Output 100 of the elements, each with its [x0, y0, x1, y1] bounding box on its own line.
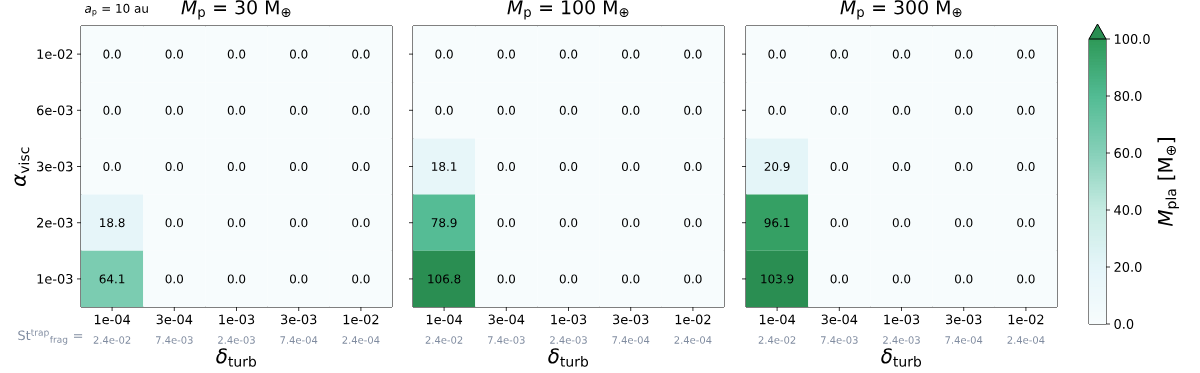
data-label: 0.0 — [103, 161, 121, 172]
chart-title: M$_{p}$ = 300 M$_{⊕}$ — [840, 0, 962, 20]
data-label: 0.0 — [621, 274, 640, 284]
data-label: 0.0 — [954, 161, 973, 172]
data-label: 0.0 — [497, 218, 516, 228]
data-label: 0.0 — [621, 161, 640, 172]
data-label: 0.0 — [559, 218, 578, 228]
data-label: 0.0 — [352, 105, 370, 115]
data-label: 78.9 — [431, 218, 457, 228]
x-tick-label: 3e-04 — [156, 314, 193, 325]
data-label: 0.0 — [684, 274, 702, 284]
data-label: 0.0 — [165, 105, 184, 115]
data-label: 0.0 — [289, 161, 308, 172]
data-label: 18.8 — [100, 218, 125, 228]
x-axis-title: δ$_{turb}$ — [548, 348, 589, 367]
data-label: 0.0 — [352, 49, 370, 59]
y-tick-label: 3e-03 — [37, 161, 73, 172]
color-bar-label: 100.0 — [1114, 34, 1150, 44]
data-label: 0.0 — [497, 105, 516, 115]
data-label: 0.0 — [684, 218, 702, 228]
text: 2.4e-03 — [218, 336, 255, 344]
data-label: 0.0 — [892, 218, 911, 228]
text: 7.4e-04 — [612, 336, 650, 344]
data-label: 0.0 — [684, 49, 702, 59]
data-label: 64.1 — [99, 274, 125, 284]
text: 2.4e-02 — [758, 336, 796, 344]
text: 2.4e-04 — [674, 336, 712, 344]
data-label: 0.0 — [830, 218, 849, 228]
data-label: 18.1 — [432, 161, 457, 172]
data-label: 0.0 — [621, 218, 640, 228]
text: 2.4e-04 — [342, 336, 380, 344]
x-tick-label: 3e-04 — [488, 314, 525, 325]
text: 2.4e-04 — [1007, 336, 1045, 344]
data-label: 0.0 — [227, 105, 246, 115]
x-tick-label: 1e-03 — [219, 314, 255, 325]
text: 7.4e-04 — [280, 336, 318, 344]
data-label: 0.0 — [227, 49, 246, 59]
x-tick-label: 3e-03 — [613, 314, 649, 325]
data-label: 0.0 — [559, 274, 578, 284]
data-label: 0.0 — [768, 105, 786, 115]
text: 2.4e-02 — [93, 336, 131, 344]
data-label: 0.0 — [497, 274, 516, 284]
x-tick-label: 1e-04 — [426, 314, 463, 325]
text: 2.4e-03 — [550, 336, 587, 344]
data-label: 0.0 — [352, 161, 370, 172]
text: 7.4e-04 — [945, 336, 983, 344]
y-tick-label: 1e-02 — [37, 49, 73, 60]
text: 2.4e-02 — [425, 336, 463, 344]
data-label: 0.0 — [830, 105, 849, 115]
x-tick-label: 3e-03 — [946, 314, 982, 325]
chart-title: M$_{p}$ = 30 M$_{⊕}$ — [181, 0, 291, 20]
data-label: 0.0 — [497, 161, 516, 172]
data-label: 0.0 — [892, 105, 911, 115]
data-label: 0.0 — [684, 161, 702, 172]
data-label: 0.0 — [830, 49, 849, 59]
text: St$^{trap}$$_{frag}$ = — [18, 329, 83, 345]
color-bar-label: 60.0 — [1114, 148, 1142, 158]
data-label: 0.0 — [559, 161, 578, 172]
x-tick-label: 1e-03 — [884, 314, 920, 325]
text: a$_{p}$ = 10 au — [85, 3, 148, 17]
data-label: 106.8 — [428, 274, 461, 284]
data-label: 0.0 — [684, 105, 702, 115]
data-label: 0.0 — [103, 105, 121, 115]
data-label: 0.0 — [954, 105, 973, 115]
data-label: 0.0 — [892, 161, 911, 172]
color-bar-label: 20.0 — [1114, 262, 1142, 272]
chart-title: M$_{p}$ = 100 M$_{⊕}$ — [507, 0, 629, 20]
data-label: 0.0 — [954, 218, 973, 228]
y-tick-label: 1e-03 — [37, 274, 73, 284]
text: 2.4e-03 — [883, 336, 920, 344]
data-label: 0.0 — [165, 161, 184, 172]
data-label: 0.0 — [830, 161, 849, 172]
x-tick-label: 1e-02 — [675, 314, 711, 325]
text: 7.4e-03 — [155, 336, 193, 344]
data-label: 0.0 — [289, 274, 308, 284]
data-label: 0.0 — [1017, 105, 1035, 115]
color-bar-label: 80.0 — [1114, 91, 1142, 101]
data-label: 0.0 — [227, 274, 246, 284]
data-label: 0.0 — [830, 274, 849, 284]
data-label: 0.0 — [435, 49, 453, 59]
data-label: 0.0 — [227, 218, 246, 228]
data-label: 96.1 — [764, 218, 790, 228]
x-tick-label: 3e-03 — [281, 314, 317, 325]
y-tick-label: 2e-03 — [37, 217, 73, 228]
data-label: 0.0 — [289, 105, 308, 115]
data-label: 103.9 — [761, 274, 794, 284]
x-tick-label: 1e-04 — [759, 314, 796, 325]
y-tick-label: 6e-03 — [37, 105, 73, 116]
data-label: 0.0 — [1017, 161, 1035, 172]
text: 7.4e-03 — [821, 336, 858, 344]
data-label: 0.0 — [559, 105, 578, 115]
x-tick-label: 1e-04 — [94, 314, 131, 325]
data-label: 0.0 — [352, 274, 370, 284]
data-label: 0.0 — [165, 49, 184, 59]
data-label: 0.0 — [289, 49, 308, 59]
data-label: 0.0 — [954, 274, 973, 284]
data-label: 0.0 — [289, 218, 308, 228]
data-label: 0.0 — [1017, 218, 1035, 228]
x-tick-label: 1e-03 — [551, 314, 587, 325]
y-axis-title: α$_{visc}$ — [14, 147, 30, 186]
